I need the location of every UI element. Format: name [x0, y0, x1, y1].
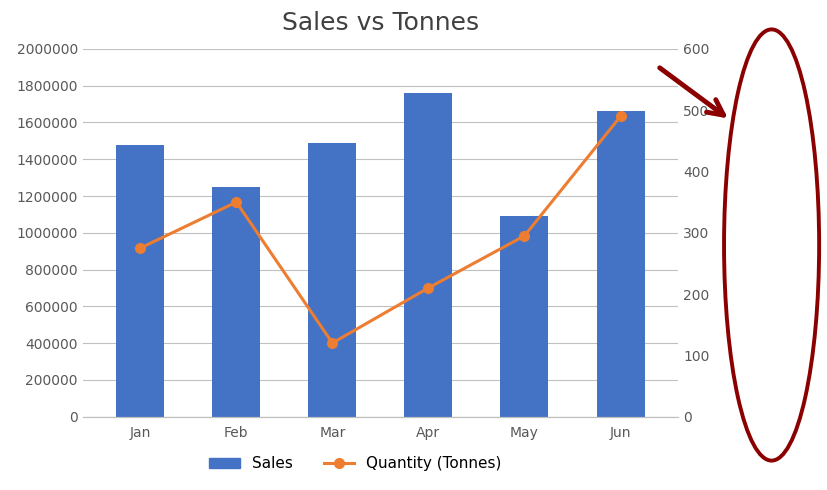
- Bar: [404, 93, 452, 416]
- Bar: [596, 112, 644, 416]
- Bar: [308, 143, 356, 416]
- Bar: [117, 145, 165, 416]
- Bar: [500, 216, 548, 416]
- Bar: [213, 187, 261, 416]
- Legend: Sales, Quantity (Tonnes): Sales, Quantity (Tonnes): [203, 450, 508, 477]
- Title: Sales vs Tonnes: Sales vs Tonnes: [282, 11, 479, 35]
